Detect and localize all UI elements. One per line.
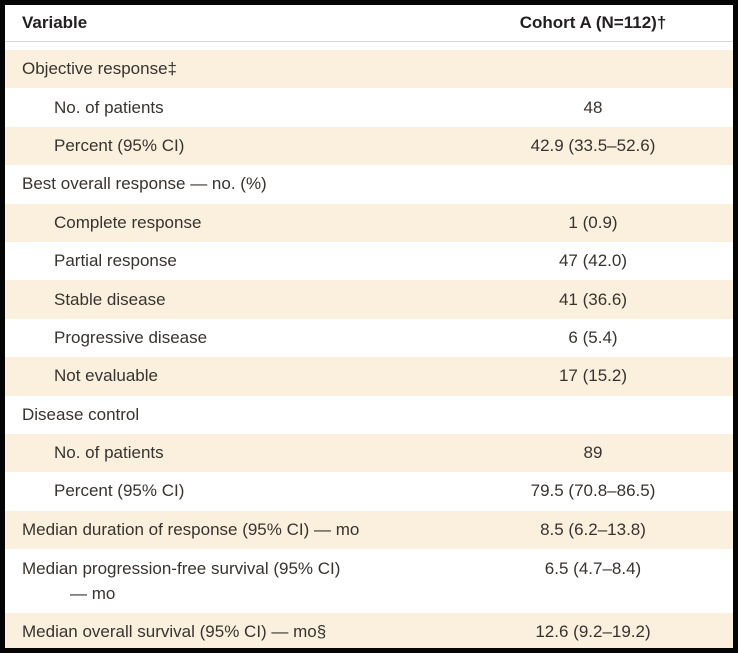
row-label-line2: — mo xyxy=(70,583,116,603)
row-value: 41 (36.6) xyxy=(558,289,628,309)
row-label: Progressive disease xyxy=(54,327,208,347)
row-label: No. of patients xyxy=(54,97,164,117)
table-row-no-of-patients-dc: No. of patients 89 xyxy=(5,433,733,473)
row-label: Not evaluable xyxy=(54,366,158,386)
row-label: Median progression-free survival (95% CI… xyxy=(5,557,457,606)
row-label: Best overall response — no. (%) xyxy=(22,174,267,194)
table-row-partial-response: Partial response 47 (42.0) xyxy=(5,242,733,280)
row-value: 6 (5.4) xyxy=(568,327,618,347)
row-value: 8.5 (6.2–13.8) xyxy=(540,519,646,539)
table-row-objective-response: Objective response‡ xyxy=(5,50,733,89)
row-label: Objective response‡ xyxy=(22,59,177,79)
row-label: Median overall survival (95% CI) — mo§ xyxy=(22,622,327,642)
column-header-variable: Variable xyxy=(22,13,88,32)
row-value: 42.9 (33.5–52.6) xyxy=(530,135,656,155)
row-value: 79.5 (70.8–86.5) xyxy=(530,481,656,501)
table-row-median-duration-of-response: Median duration of response (95% CI) — m… xyxy=(5,510,733,550)
row-label-line1: Median progression-free survival (95% CI… xyxy=(22,559,341,579)
table-row-percent-ci: Percent (95% CI) 42.9 (33.5–52.6) xyxy=(5,126,733,166)
row-label: Partial response xyxy=(54,251,177,271)
table-row-stable-disease: Stable disease 41 (36.6) xyxy=(5,280,733,319)
table-row-median-overall-survival: Median overall survival (95% CI) — mo§ 1… xyxy=(5,613,733,648)
table-row-median-progression-free-survival: Median progression-free survival (95% CI… xyxy=(5,549,733,613)
row-value: 1 (0.9) xyxy=(568,212,618,232)
table-row-not-evaluable: Not evaluable 17 (15.2) xyxy=(5,357,733,396)
table-row-complete-response: Complete response 1 (0.9) xyxy=(5,203,733,242)
row-label: Disease control xyxy=(22,404,140,424)
row-label: Percent (95% CI) xyxy=(54,135,185,155)
table-row-percent-ci-dc: Percent (95% CI) 79.5 (70.8–86.5) xyxy=(5,472,733,510)
table-row-best-overall-response: Best overall response — no. (%) xyxy=(5,165,733,203)
table-body: Objective response‡ No. of patients 48 P… xyxy=(5,50,733,648)
row-value: 12.6 (9.2–19.2) xyxy=(535,622,651,642)
table-header-row: Variable Cohort A (N=112)† xyxy=(5,5,733,42)
row-value: 6.5 (4.7–8.4) xyxy=(544,559,642,579)
row-value: 48 xyxy=(583,97,603,117)
table-row-no-of-patients: No. of patients 48 xyxy=(5,88,733,126)
row-value: 47 (42.0) xyxy=(558,251,628,271)
row-label: Stable disease xyxy=(54,289,166,309)
row-value: 17 (15.2) xyxy=(558,366,628,386)
table-row-progressive-disease: Progressive disease 6 (5.4) xyxy=(5,319,733,357)
row-label: Percent (95% CI) xyxy=(54,481,185,501)
column-header-cohort: Cohort A (N=112)† xyxy=(519,13,667,32)
row-label: No. of patients xyxy=(54,443,164,463)
row-label: Median duration of response (95% CI) — m… xyxy=(22,519,360,539)
table-row-disease-control: Disease control xyxy=(5,396,733,434)
row-label: Complete response xyxy=(54,212,202,232)
row-value: 89 xyxy=(583,443,603,463)
